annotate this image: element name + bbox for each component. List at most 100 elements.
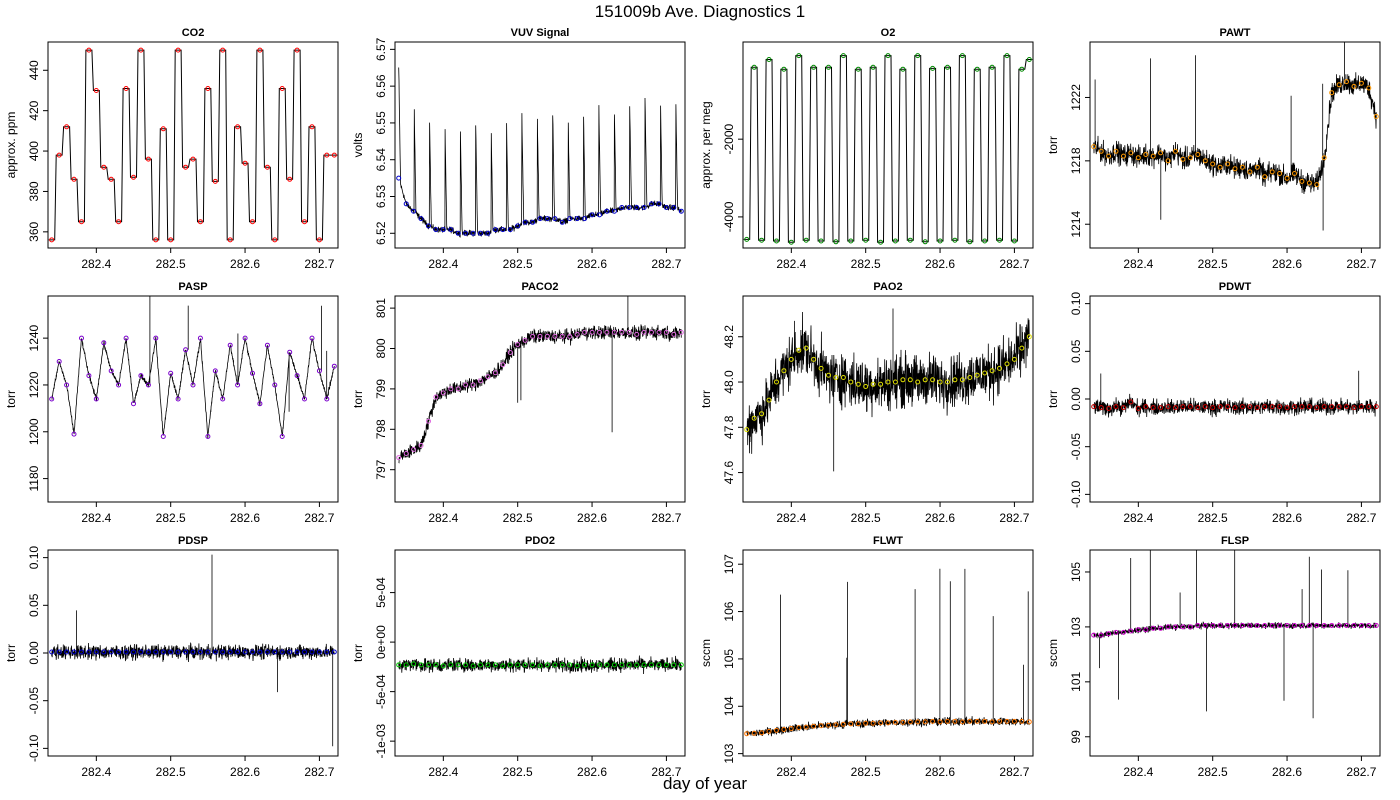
avg-point — [1336, 623, 1342, 628]
avg-point — [937, 379, 943, 385]
avg-point — [582, 329, 588, 335]
y-tick-label: 801 — [374, 298, 388, 318]
avg-point — [649, 662, 654, 668]
avg-point — [982, 370, 988, 376]
avg-point — [803, 724, 809, 730]
x-tick-label: 282.7 — [1346, 511, 1376, 525]
avg-point — [1239, 623, 1245, 628]
x-tick-label: 282.7 — [304, 765, 334, 779]
x-tick-label: 282.4 — [1123, 765, 1153, 779]
avg-point — [426, 418, 431, 424]
avg-point — [1247, 623, 1253, 628]
panel-title-paco2: PACO2 — [521, 281, 558, 293]
avg-point — [64, 649, 70, 655]
avg-point — [168, 649, 174, 655]
y-axis-label-pdo2: torr — [351, 644, 365, 662]
avg-point — [766, 57, 772, 62]
avg-point — [160, 434, 166, 439]
avg-point — [537, 216, 543, 222]
panel-title-pdwt: PDWT — [1219, 281, 1252, 293]
avg-point — [411, 661, 417, 667]
avg-point — [1344, 404, 1349, 410]
avg-point — [959, 719, 965, 725]
avg-point — [1121, 153, 1126, 159]
avg-point — [930, 377, 936, 383]
avg-point — [1098, 148, 1104, 154]
avg-point — [1373, 404, 1379, 410]
avg-point — [1314, 182, 1320, 188]
x-tick-label: 282.6 — [925, 257, 955, 271]
avg-point — [1158, 625, 1164, 631]
avg-point — [574, 331, 580, 337]
avg-point — [788, 239, 794, 245]
avg-point — [485, 374, 491, 380]
avg-point — [907, 237, 913, 243]
avg-point — [537, 663, 543, 669]
avg-point — [1098, 405, 1104, 411]
avg-point — [766, 728, 772, 734]
y-tick-label: 104 — [722, 696, 736, 716]
avg-point — [915, 719, 921, 725]
y-axis-label-vuv-signal: volts — [351, 133, 365, 158]
avg-point — [1336, 404, 1342, 410]
avg-point — [634, 662, 640, 668]
y-axis-label-pao2: torr — [699, 390, 713, 408]
avg-point — [212, 368, 218, 374]
avg-point — [900, 377, 906, 383]
avg-point — [1091, 404, 1097, 410]
avg-point — [1128, 150, 1134, 156]
avg-point — [626, 329, 632, 335]
avg-point — [1344, 623, 1349, 628]
avg-point — [1314, 623, 1320, 628]
y-axis-label-pawt: torr — [1046, 136, 1060, 154]
avg-point — [175, 396, 181, 402]
avg-point — [1180, 156, 1186, 162]
plot-frame-pdwt — [1089, 295, 1381, 503]
avg-point — [396, 662, 402, 668]
avg-point — [478, 230, 483, 236]
avg-point — [863, 720, 869, 726]
avg-point — [1277, 171, 1283, 176]
x-tick-label: 282.7 — [651, 257, 681, 271]
avg-point — [989, 719, 995, 725]
avg-point — [1195, 623, 1201, 628]
avg-point — [86, 373, 92, 379]
x-tick-label: 282.6 — [925, 765, 955, 779]
avg-point — [759, 730, 765, 736]
avg-point — [1180, 404, 1186, 410]
avg-point — [567, 662, 573, 668]
y-tick-label: 0.00 — [27, 641, 41, 665]
plot-frame-paco2 — [394, 295, 686, 503]
raw-trace-vuv-signal — [398, 67, 682, 238]
x-tick-label: 282.7 — [304, 257, 334, 271]
avg-point — [1262, 174, 1268, 180]
avg-point — [811, 64, 817, 70]
avg-point — [582, 662, 588, 668]
avg-point — [168, 370, 174, 376]
avg-point — [1262, 623, 1268, 628]
x-tick-label: 282.6 — [577, 511, 607, 525]
avg-point — [64, 382, 70, 388]
y-tick-label: -0.10 — [1069, 480, 1083, 508]
avg-point — [952, 718, 958, 724]
avg-point — [49, 237, 55, 243]
avg-point — [302, 396, 307, 402]
avg-point — [1284, 175, 1290, 181]
x-tick-label: 282.5 — [156, 765, 186, 779]
avg-point — [160, 126, 166, 132]
avg-point — [1091, 632, 1097, 638]
avg-point — [1299, 623, 1305, 628]
avg-point — [1165, 404, 1171, 410]
avg-point — [1121, 405, 1126, 411]
avg-point — [945, 718, 950, 724]
panel-pdsp: PDSP torr 282.4 282.5 282.6 282.7 -0.10 -0.05 0.… — [4, 535, 339, 779]
avg-point — [175, 649, 181, 655]
avg-point — [781, 727, 787, 732]
avg-point — [79, 649, 84, 655]
avg-point — [403, 451, 409, 456]
avg-point — [264, 342, 270, 348]
avg-point — [818, 365, 824, 371]
x-tick-label: 282.7 — [999, 511, 1029, 525]
avg-point — [544, 216, 550, 222]
avg-point — [1217, 623, 1223, 628]
